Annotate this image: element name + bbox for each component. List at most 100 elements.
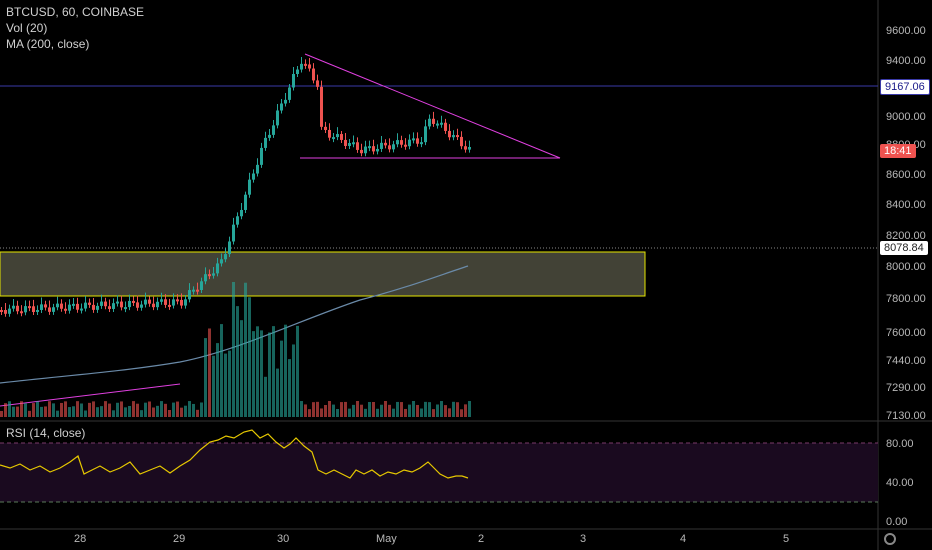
candle-body (220, 259, 223, 264)
volume-bar (136, 403, 139, 417)
volume-bar (196, 409, 199, 417)
volume-bar (16, 406, 19, 417)
candle-body (108, 306, 111, 309)
volume-bar (212, 355, 215, 417)
volume-bar (208, 328, 211, 417)
volume-bar (292, 344, 295, 417)
volume-bar (288, 359, 291, 417)
price-tick-label: 7290.00 (886, 382, 926, 394)
candle-body (120, 301, 123, 308)
candle-body (160, 299, 163, 302)
candle-body (76, 303, 79, 310)
volume-bar (228, 350, 231, 417)
candle-body (360, 149, 363, 154)
symbol-line[interactable]: BTCUSD, 60, COINBASE (6, 5, 145, 19)
volume-bar (352, 404, 355, 417)
volume-bar (388, 404, 391, 417)
candle-body (200, 281, 203, 290)
volume-bar (4, 403, 7, 417)
candle-body (12, 305, 15, 309)
support-zone[interactable] (0, 251, 646, 297)
volume-bar (448, 408, 451, 417)
volume-bar (436, 404, 439, 417)
volume-bar (244, 282, 247, 417)
candle-body (184, 299, 187, 306)
candle-body (20, 311, 23, 314)
time-tick-label: 5 (783, 533, 790, 545)
candle-body (244, 194, 247, 210)
volume-bar (312, 402, 315, 417)
countdown-tag: 18:41 (880, 144, 916, 158)
candle-body (252, 173, 255, 180)
volume-bar (360, 404, 363, 417)
volume-bar (152, 407, 155, 417)
volume-bar (60, 402, 63, 417)
candle-body (92, 304, 95, 310)
volume-bar (324, 405, 327, 417)
vol-line[interactable]: Vol (20) (6, 21, 48, 35)
candle-body (444, 122, 447, 131)
candle-body (460, 136, 463, 147)
candle-body (96, 305, 99, 310)
volume-bar (460, 409, 463, 417)
legend: BTCUSD, 60, COINBASE Vol (20) MA (200, c… (6, 4, 144, 52)
candle-body (208, 274, 211, 277)
volume-bar (164, 403, 167, 417)
gear-icon[interactable] (884, 533, 896, 545)
volume-bar (420, 408, 423, 417)
candle-body (88, 302, 91, 305)
candle-body (276, 110, 279, 126)
candle-body (56, 303, 59, 308)
volume-bar (240, 320, 243, 417)
volume-bar (48, 401, 51, 417)
candle-body (144, 299, 147, 305)
volume-bar (220, 324, 223, 417)
volume-bar (300, 401, 303, 417)
candle-body (440, 122, 443, 125)
candle-body (344, 139, 347, 146)
volume-bar (296, 325, 299, 417)
time-tick-label: 28 (74, 533, 87, 545)
candle-body (336, 134, 339, 138)
candle-body (268, 134, 271, 138)
candle-body (372, 146, 375, 152)
time-tick-label: 2 (478, 533, 485, 545)
candle-body (456, 135, 459, 138)
candle-body (300, 63, 303, 70)
candle-body (468, 146, 471, 150)
volume-bar (188, 401, 191, 417)
candle-body (128, 300, 131, 308)
volume-bar (252, 331, 255, 417)
volume-bar (308, 409, 311, 417)
candle-body (292, 74, 295, 88)
candle-body (196, 289, 199, 292)
volume-bar (384, 401, 387, 417)
price-tick-label: 8000.00 (886, 261, 926, 273)
volume-bar (76, 401, 79, 417)
volume-bar (260, 330, 263, 417)
candle-body (136, 302, 139, 308)
volume-bar (12, 406, 15, 417)
candle-body (124, 307, 127, 310)
candle-body (32, 306, 35, 313)
candle-body (364, 146, 367, 154)
rsi-legend[interactable]: RSI (14, close) (6, 426, 86, 440)
candle-body (4, 310, 7, 314)
price-tick-label: 8400.00 (886, 199, 926, 211)
candle-body (348, 143, 351, 146)
candle-body (424, 126, 427, 143)
volume-bar (108, 403, 111, 417)
candle-body (240, 209, 243, 217)
volume-bar (200, 402, 203, 417)
volume-bar (20, 401, 23, 417)
volume-bar (96, 407, 99, 417)
ma-line[interactable]: MA (200, close) (6, 37, 90, 51)
volume-bar (40, 406, 43, 417)
volume-bar (372, 401, 375, 417)
candle-body (60, 303, 63, 309)
price-tick-label: 8600.00 (886, 169, 926, 181)
candle-body (260, 147, 263, 165)
volume-bar (348, 408, 351, 417)
candle-body (48, 307, 51, 312)
